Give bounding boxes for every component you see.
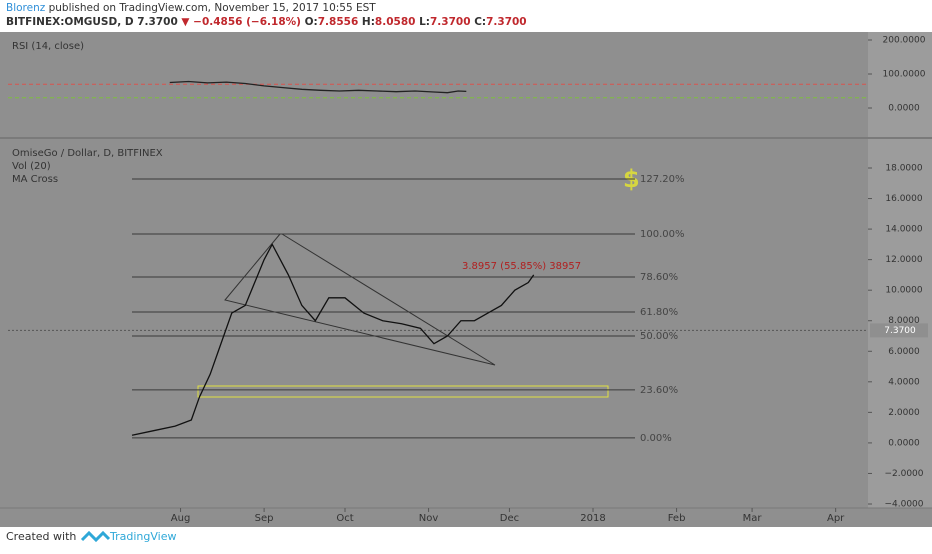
fib-label: 50.00% — [640, 331, 678, 342]
y-tick-label: 10.0000 — [885, 286, 922, 296]
y-tick-label: 18.0000 — [885, 164, 922, 174]
symbol-line: BITFINEX:OMGUSD, D 7.3700 ▼ −0.4856 (−6.… — [6, 16, 527, 28]
y-tick-label: 8.0000 — [888, 316, 920, 326]
x-tick-label: Nov — [419, 513, 439, 524]
header-line: Blorenz published on TradingView.com, No… — [6, 2, 376, 14]
series-line — [169, 80, 467, 94]
x-tick-label: Oct — [336, 513, 353, 524]
y-tick-label: 2.0000 — [888, 408, 920, 418]
l-key: L: — [419, 16, 430, 28]
x-tick-label: Aug — [171, 513, 191, 524]
y-tick-label: −4.0000 — [884, 500, 923, 510]
rsi-title: RSI (14, close) — [12, 41, 84, 52]
main-title: OmiseGo / Dollar, D, BITFINEX — [12, 148, 163, 159]
author: Blorenz — [6, 2, 46, 14]
price-tag — [870, 323, 928, 338]
chart-area — [0, 32, 932, 527]
logo — [80, 530, 111, 543]
fib-label: 127.20% — [640, 174, 685, 185]
fib-label: 100.00% — [640, 229, 685, 240]
price-axis — [868, 32, 932, 508]
c-key: C: — [474, 16, 486, 28]
o-key: O: — [305, 16, 318, 28]
y-tick-label: 0.0000 — [888, 104, 920, 114]
h-val: 8.0580 — [375, 16, 416, 28]
published: published on TradingView.com, November 1… — [45, 2, 376, 14]
y-tick-label: −2.0000 — [884, 469, 923, 479]
footer-created: Created with — [6, 530, 76, 543]
y-tick-label: 4.0000 — [888, 377, 920, 387]
study: MA Cross — [12, 174, 58, 185]
y-tick-label: 6.0000 — [888, 347, 920, 357]
y-tick-label: 100.0000 — [883, 70, 926, 80]
symbol: BITFINEX:OMGUSD, D — [6, 16, 134, 28]
x-tick-label: Dec — [500, 513, 519, 524]
x-tick-label: 2018 — [580, 513, 605, 524]
fib-label: 61.80% — [640, 307, 678, 318]
fib-label: 23.60% — [640, 385, 678, 396]
o-val: 7.8556 — [318, 16, 359, 28]
c-val: 7.3700 — [486, 16, 527, 28]
fib-label: 0.00% — [640, 433, 672, 444]
annotation: 3.8957 (55.85%) 38957 — [462, 261, 581, 272]
change: ▼ −0.4856 (−6.18%) — [181, 16, 301, 28]
y-tick-label: 16.0000 — [885, 194, 922, 204]
price-tag-label: 7.3700 — [884, 326, 916, 336]
series-line — [131, 242, 535, 436]
x-tick-label: Apr — [827, 513, 845, 524]
y-tick-label: 12.0000 — [885, 255, 922, 265]
x-tick-label: Sep — [255, 513, 274, 524]
study: Vol (20) — [12, 161, 51, 172]
zone — [197, 385, 609, 398]
x-tick-label: Mar — [743, 513, 763, 524]
last: 7.3700 — [137, 16, 178, 28]
fib-label: 78.60% — [640, 272, 678, 283]
y-tick-label: 0.0000 — [888, 438, 920, 448]
y-tick-label: 200.0000 — [883, 36, 926, 46]
wedge — [224, 233, 496, 366]
y-tick-label: 14.0000 — [885, 225, 922, 235]
h-key: H: — [362, 16, 375, 28]
footer-brand: TradingView — [109, 530, 176, 543]
x-tick-label: Feb — [668, 513, 686, 524]
l-val: 7.3700 — [430, 16, 471, 28]
